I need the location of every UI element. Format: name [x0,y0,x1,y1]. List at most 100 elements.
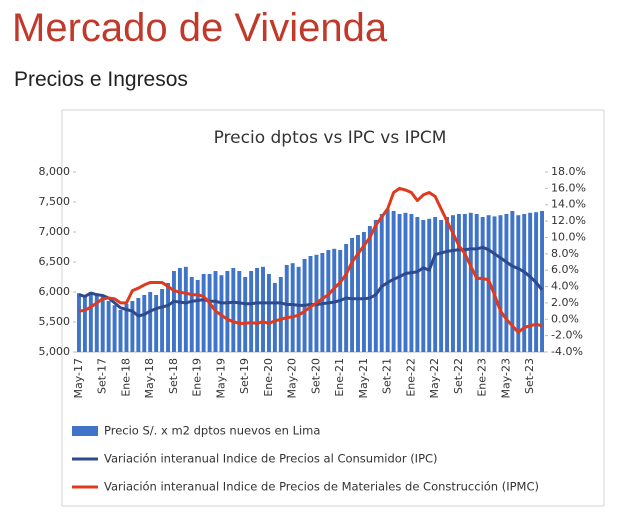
bar [195,280,200,352]
bar [261,266,265,352]
x-tick-label: Set-20 [309,358,322,394]
x-tick-label: Ene-19 [191,358,204,397]
y-tick-label: 5,000 [39,345,71,358]
x-tick-label: May-20 [286,358,299,399]
bar [361,232,366,352]
x-tick-label: May-19 [214,358,227,399]
y2-tick-label: 6.0% [551,263,579,276]
bar [183,266,188,352]
page-subtitle: Precios e Ingresos [14,68,188,91]
y2-tick-label: -2.0% [551,329,583,342]
bar [356,235,360,352]
bar [326,250,331,352]
x-tick-label: May-22 [428,358,441,399]
bar [510,211,515,352]
bar [480,217,485,352]
bar [255,268,260,352]
bar [88,292,93,352]
bar [445,217,450,352]
bar [272,283,277,352]
bar [154,295,159,352]
x-tick-label: May-21 [357,358,370,399]
y-tick-label: 7,500 [39,195,71,208]
bar [130,301,135,352]
bar [112,305,117,352]
bar [516,215,521,352]
bar [94,293,99,352]
y-tick-label: 6,500 [39,255,71,268]
bar [385,209,390,352]
bar [243,277,248,352]
bar [166,283,170,352]
bar [171,271,176,352]
bar [100,296,105,352]
bar [290,263,295,352]
legend-label: Variación interanual Indice de Precios d… [104,480,539,494]
bar [391,211,396,352]
bar [350,238,355,352]
bar [136,298,141,352]
chart-title: Precio dptos vs IPC vs IPCM [214,128,447,148]
x-tick-label: May-17 [72,358,85,399]
y2-tick-label: 10.0% [551,230,586,243]
bar [492,216,497,352]
bar [160,289,165,352]
y2-tick-label: 14.0% [551,198,586,211]
bar [231,268,236,352]
bar [189,277,194,352]
bar [528,212,533,352]
bar [468,212,473,352]
line [78,245,544,318]
bar [278,277,283,352]
bar [421,220,426,352]
bar [237,271,242,352]
bar [142,295,147,352]
x-tick-label: Ene-21 [333,358,346,397]
bar [403,212,408,352]
bar [540,211,544,352]
x-tick-label: Set-22 [452,358,465,394]
x-tick-label: Set-19 [238,358,251,394]
bar [415,217,420,352]
bar [225,271,230,352]
legend-label: Precio S/. x m2 dptos nuevos en Lima [104,424,320,438]
bar [462,214,467,352]
bar [451,215,455,352]
bar [522,214,527,352]
bar [427,218,432,352]
x-tick-label: Set-17 [96,358,109,394]
bar [504,214,509,352]
bar [456,214,461,352]
y2-tick-label: 8.0% [551,247,579,260]
x-tick-label: May-18 [143,358,156,399]
bar [397,214,402,352]
bar [82,295,87,352]
x-tick-label: Set-21 [381,358,394,394]
legend-label: Variación interanual Indice de Precios a… [104,452,438,466]
y2-tick-label: 16.0% [551,181,586,194]
x-tick-label: Set-23 [523,358,536,394]
y-tick-label: 8,000 [39,165,71,178]
y-tick-label: 6,000 [39,285,71,298]
bar [201,274,206,352]
bar [373,220,378,352]
y2-tick-label: 12.0% [551,214,586,227]
bar [409,214,414,352]
bar [106,301,111,352]
y-tick-label: 7,000 [39,225,71,238]
x-tick-label: Ene-23 [476,358,489,397]
x-tick-label: Set-18 [167,358,180,394]
bar [296,266,301,352]
y-tick-label: 5,500 [39,315,71,328]
bar [332,248,337,352]
x-tick-label: Ene-20 [262,358,275,397]
bar [207,274,212,352]
bar [266,274,271,352]
bar [284,265,289,352]
y2-tick-label: 0.0% [551,312,579,325]
legend-swatch [72,426,98,436]
y2-tick-label: 18.0% [551,165,586,178]
bar [439,220,444,352]
bar [433,217,438,352]
